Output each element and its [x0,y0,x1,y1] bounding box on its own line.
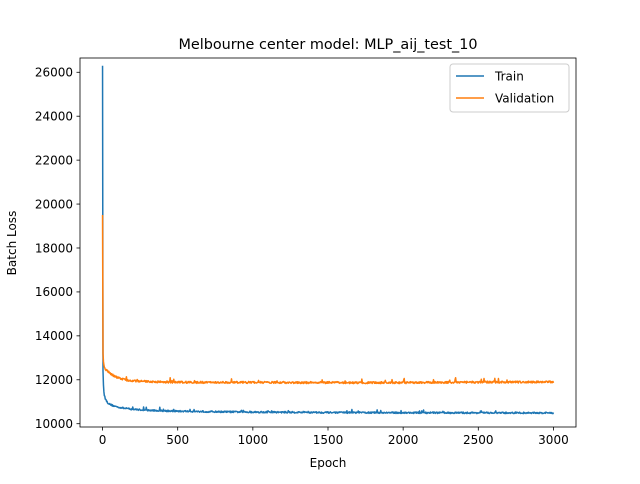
x-tick-label: 1000 [238,433,269,447]
tick-layer: 0 500 1000 1500 2000 2500 3000 10000 12000 14000 1… [35,66,569,447]
y-tick-label: 18000 [35,241,73,255]
series-layer [101,65,555,415]
y-tick-label: 16000 [35,285,73,299]
y-tick-label: 14000 [35,329,73,343]
x-axis-label: Epoch [310,456,347,470]
legend-label-validation: Validation [495,92,554,106]
y-tick-label: 24000 [35,110,73,124]
x-tick-label: 0 [99,433,107,447]
x-tick-label: 2500 [463,433,494,447]
legend-label-train: Train [494,70,524,84]
y-tick-label: 26000 [35,66,73,80]
x-tick-label: 3000 [538,433,569,447]
axes-frame [79,57,577,428]
series-line-train [101,65,555,415]
x-tick-label: 2000 [388,433,419,447]
y-axis-label: Batch Loss [5,211,19,276]
y-tick-label: 12000 [35,373,73,387]
chart-title: Melbourne center model: MLP_aij_test_10 [178,37,477,53]
legend: Train Validation [449,63,570,113]
y-tick-label: 10000 [35,417,73,431]
series-line-validation [101,215,555,385]
y-tick-label: 22000 [35,153,73,167]
x-tick-label: 1500 [313,433,344,447]
x-tick-label: 500 [166,433,189,447]
y-tick-label: 20000 [35,197,73,211]
